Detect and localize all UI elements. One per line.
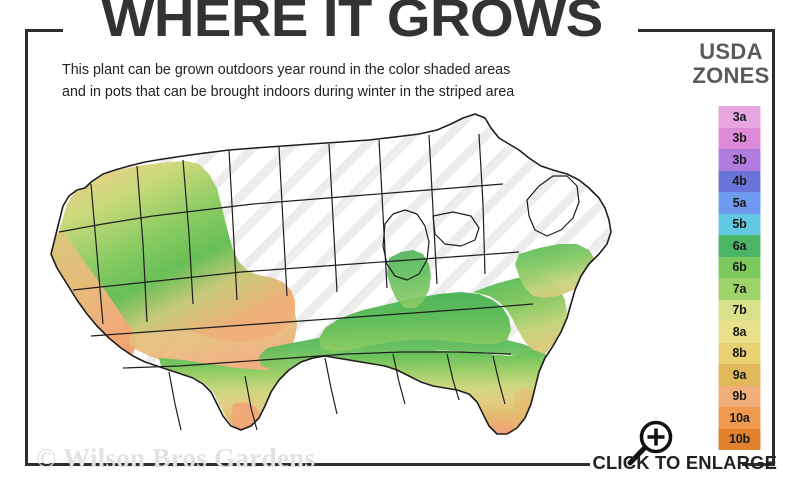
zone-swatch-5a-4: 5a [718,192,761,214]
legend-heading-line1: USDA [699,39,763,64]
zone-swatch-9a-12: 9a [718,364,761,386]
zone-swatch-3b-1: 3b [718,127,761,149]
zone-swatch-7a-8: 7a [718,278,761,300]
usda-hardiness-map[interactable] [33,104,653,464]
zone-swatch-8a-10: 8a [718,321,761,343]
map-svg [50,113,612,435]
legend-heading-line2: ZONES [692,62,770,88]
zone-swatch-3b-2: 3b [718,149,761,171]
frame-border-top-right [638,29,775,32]
frame-border-right [772,29,775,466]
map-color-shaded-region [51,161,595,434]
page-title: WHERE IT GROWS [101,0,603,48]
zone-swatch-3a-0: 3a [718,106,761,128]
zone-swatch-6b-7: 6b [718,256,761,278]
zone-swatch-5b-5: 5b [718,213,761,235]
magnifier-plus-icon[interactable] [618,418,680,470]
zone-swatch-4b-3: 4b [718,170,761,192]
subtitle-description: This plant can be grown outdoors year ro… [62,62,515,100]
zone-swatch-9b-13: 9b [718,385,761,407]
frame-border-bottom-right [742,463,775,466]
copyright-watermark: © Wilson Bros Gardens [36,443,316,473]
zone-swatch-7b-9: 7b [718,299,761,321]
zone-swatch-10a-14: 10a [718,407,761,429]
usda-zone-legend: 3a 3b 3b 4b 5a 5b 6a 6b 7a 7b 8a 8b 9a 9b 10a 10b [718,106,761,450]
click-to-enlarge-label[interactable]: CLICK TO ENLARGE [592,453,778,473]
frame-border-bottom-left [25,463,590,466]
map-state-boundaries [50,113,612,435]
zone-swatch-6a-6: 6a [718,235,761,257]
zone-swatch-10b-15: 10b [718,428,761,450]
frame-border-top-left [25,29,63,32]
legend-heading: USDA ZONES [672,40,790,88]
zone-swatch-8b-11: 8b [718,342,761,364]
frame-border-left [25,29,28,466]
